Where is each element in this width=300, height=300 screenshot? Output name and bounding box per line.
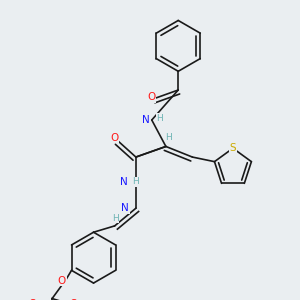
- Text: N: N: [122, 203, 129, 213]
- Text: O: O: [69, 299, 77, 300]
- Text: N: N: [142, 115, 149, 125]
- Text: O: O: [58, 276, 66, 286]
- Text: N: N: [120, 177, 128, 187]
- Text: H: H: [156, 114, 163, 123]
- Text: O: O: [28, 299, 37, 300]
- Text: H: H: [165, 133, 172, 142]
- Text: O: O: [111, 133, 119, 142]
- Text: H: H: [132, 177, 139, 186]
- Text: O: O: [148, 92, 156, 102]
- Text: S: S: [230, 143, 236, 153]
- Text: H: H: [112, 214, 119, 223]
